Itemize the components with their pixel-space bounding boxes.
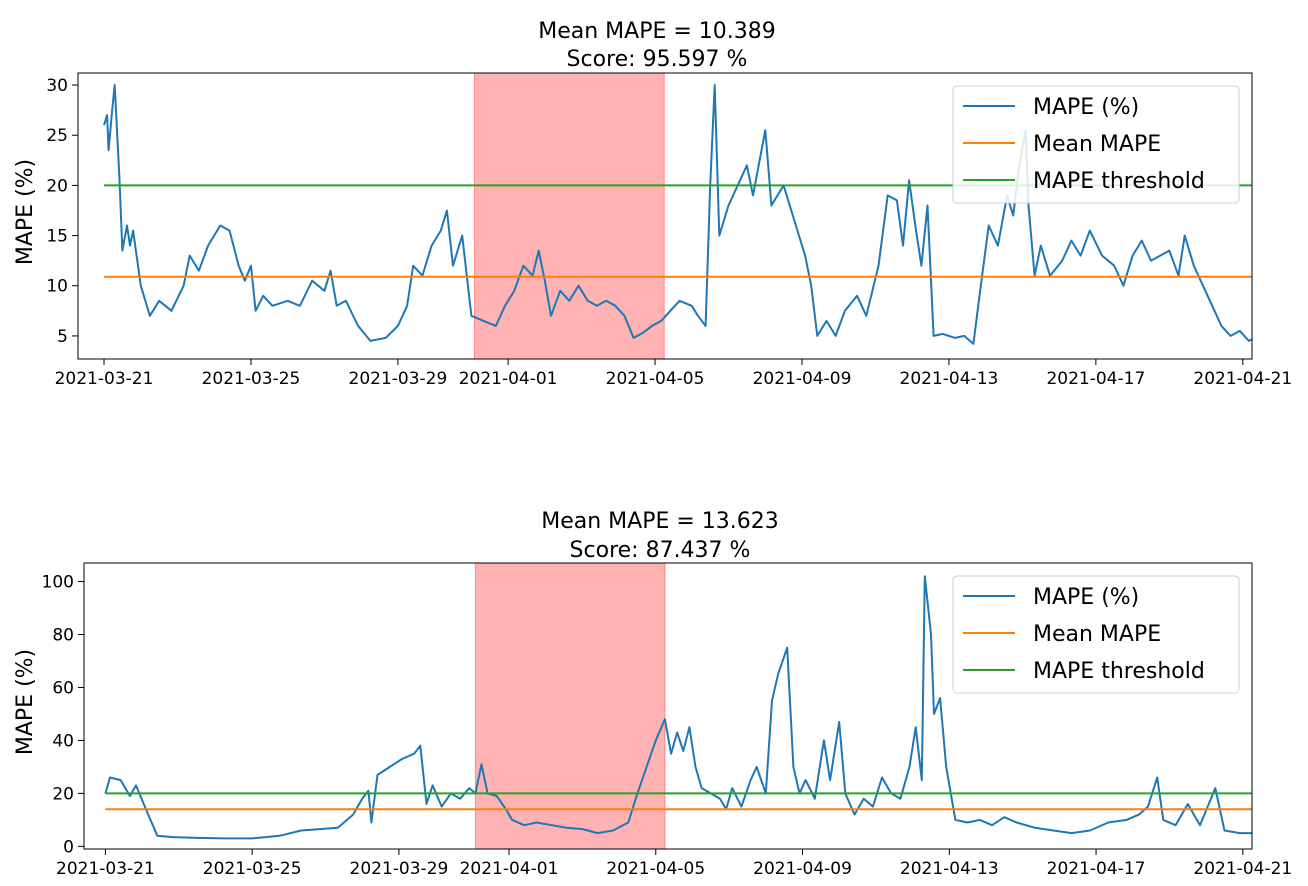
- chart-title: Mean MAPE = 13.623: [541, 509, 779, 534]
- legend-label: Mean MAPE: [1033, 132, 1161, 157]
- plot-frame: [77, 72, 1253, 360]
- y-axis-label: MAPE (%): [13, 649, 38, 755]
- x-tick-label: 2021-04-21: [1193, 859, 1292, 879]
- chart-subtitle: Score: 87.437 %: [570, 538, 751, 563]
- y-tick-label: 15: [46, 227, 68, 247]
- legend: MAPE (%) Mean MAPE MAPE threshold: [952, 85, 1240, 204]
- x-tick-label: 2021-03-29: [350, 859, 449, 879]
- x-tick-label: 2021-04-05: [606, 369, 705, 389]
- chart-panel-1: 2021-03-21 2021-03-25 2021-03-29 2021-04-01…: [13, 19, 1292, 389]
- x-tick-label: 2021-04-01: [459, 369, 558, 389]
- legend: MAPE (%) Mean MAPE MAPE threshold: [952, 575, 1240, 694]
- x-tick-label: 2021-04-09: [753, 369, 852, 389]
- x-tick-label: 2021-03-25: [202, 369, 301, 389]
- plot-frame: [83, 562, 1253, 850]
- legend-label: MAPE (%): [1033, 585, 1139, 610]
- x-tick-label: 2021-04-13: [900, 369, 999, 389]
- x-tick-label: 2021-04-21: [1193, 369, 1292, 389]
- y-tick-label: 100: [42, 573, 74, 593]
- highlight-band: [473, 72, 665, 360]
- y-tick-label: 0: [63, 837, 74, 857]
- x-tick-label: 2021-04-17: [1047, 859, 1146, 879]
- highlight-band: [474, 562, 666, 850]
- x-tick-label: 2021-03-21: [56, 859, 155, 879]
- x-tick-label: 2021-04-13: [900, 859, 999, 879]
- y-tick-label: 80: [52, 626, 74, 646]
- y-tick-label: 30: [46, 76, 68, 96]
- x-tick-label: 2021-03-21: [55, 369, 154, 389]
- x-tick-label: 2021-04-17: [1046, 369, 1145, 389]
- series-line-1: [103, 84, 1252, 345]
- legend-label: MAPE threshold: [1033, 659, 1205, 684]
- y-tick-label: 10: [46, 277, 68, 297]
- x-tick-label: 2021-03-29: [349, 369, 448, 389]
- x-tick-label: 2021-04-01: [460, 859, 559, 879]
- y-tick-label: 5: [57, 327, 68, 347]
- x-tick-label: 2021-04-05: [606, 859, 705, 879]
- y-tick-label: 20: [46, 176, 68, 196]
- legend-box: [952, 575, 1240, 694]
- chart-panel-2: 2021-03-21 2021-03-25 2021-03-29 2021-04-01…: [13, 509, 1292, 879]
- chart-title: Mean MAPE = 10.389: [538, 19, 776, 44]
- y-tick-label: 25: [46, 126, 68, 146]
- x-tick-label: 2021-03-25: [203, 859, 302, 879]
- legend-box: [952, 85, 1240, 204]
- y-axis-label: MAPE (%): [13, 159, 38, 265]
- y-tick-label: 20: [52, 784, 74, 804]
- legend-label: MAPE threshold: [1033, 169, 1205, 194]
- legend-label: MAPE (%): [1033, 95, 1139, 120]
- y-tick-label: 40: [52, 731, 74, 751]
- x-tick-label: 2021-04-09: [753, 859, 852, 879]
- legend-label: Mean MAPE: [1033, 622, 1161, 647]
- chart-subtitle: Score: 95.597 %: [567, 47, 748, 72]
- y-tick-label: 60: [52, 678, 74, 698]
